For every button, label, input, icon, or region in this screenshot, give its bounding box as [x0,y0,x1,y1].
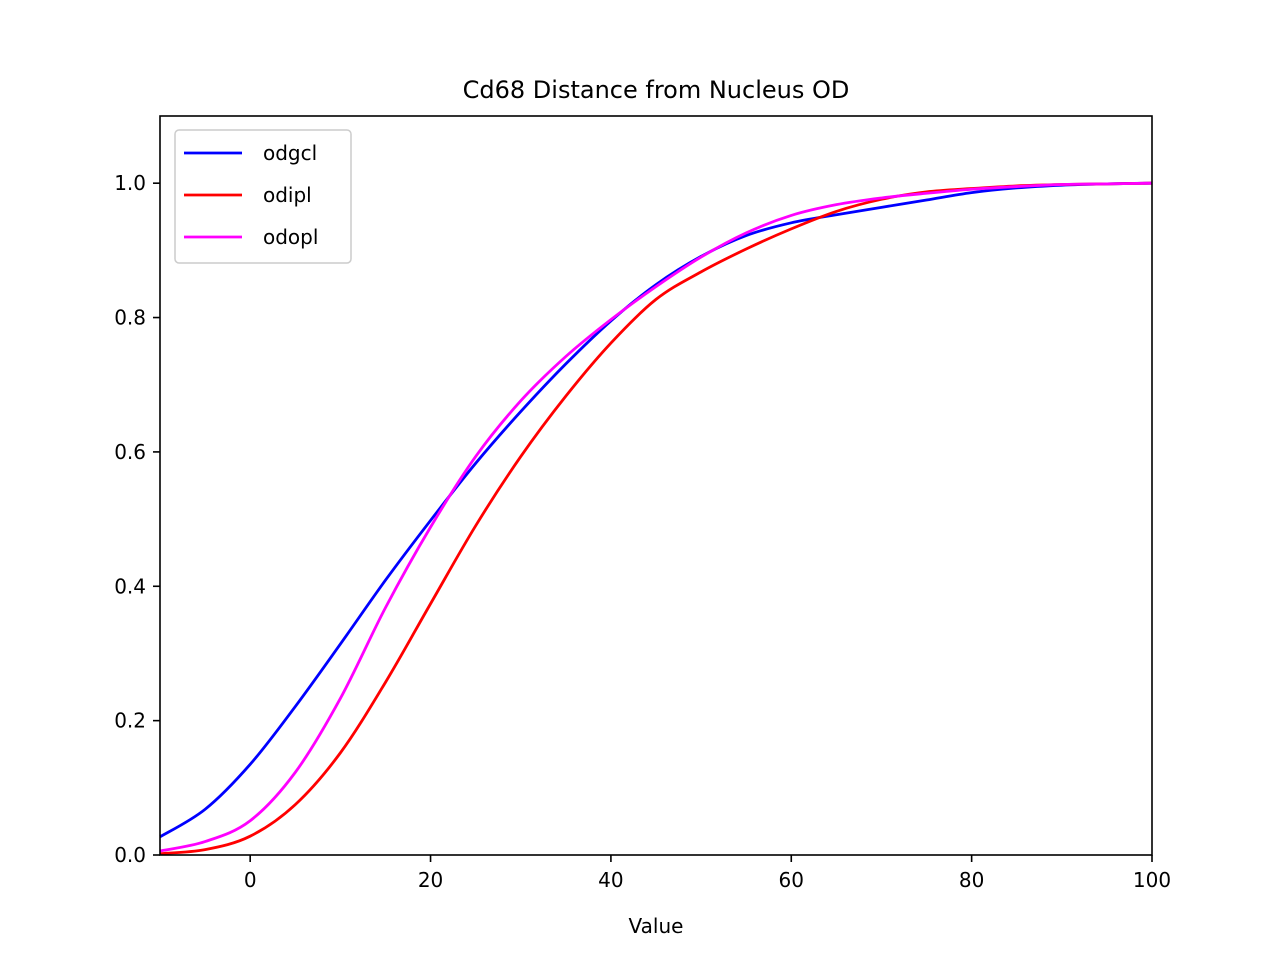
x-axis-label: Value [629,914,684,938]
x-tick-label: 0 [244,868,257,892]
x-tick-label: 20 [418,868,443,892]
legend-label-odipl: odipl [263,183,312,207]
plot-area-frame [159,115,1153,856]
legend-box [174,129,352,264]
y-tick-label: 0.4 [114,574,146,598]
legend-label-odgcl: odgcl [263,141,317,165]
legend: odgcl odipl odopl [174,129,352,264]
series-line-odopl [159,181,1153,853]
y-axis-ticks: 0.0 0.2 0.4 0.6 0.8 1.0 [114,171,160,867]
y-tick-label: 0.6 [114,440,146,464]
y-tick-label: 0.8 [114,306,146,330]
x-tick-label: 100 [1133,868,1171,892]
chart-title: Cd68 Distance from Nucleus OD [463,76,850,104]
x-tick-label: 40 [598,868,623,892]
y-tick-label: 0.2 [114,709,146,733]
y-tick-label: 1.0 [114,171,146,195]
x-axis-ticks: 0 20 40 60 80 100 [244,855,1171,892]
legend-items: odgcl odipl odopl [184,141,318,249]
x-tick-label: 80 [959,868,984,892]
y-tick-label: 0.0 [114,843,146,867]
x-tick-label: 60 [779,868,804,892]
series-lines [159,181,1153,856]
legend-label-odopl: odopl [263,225,318,249]
